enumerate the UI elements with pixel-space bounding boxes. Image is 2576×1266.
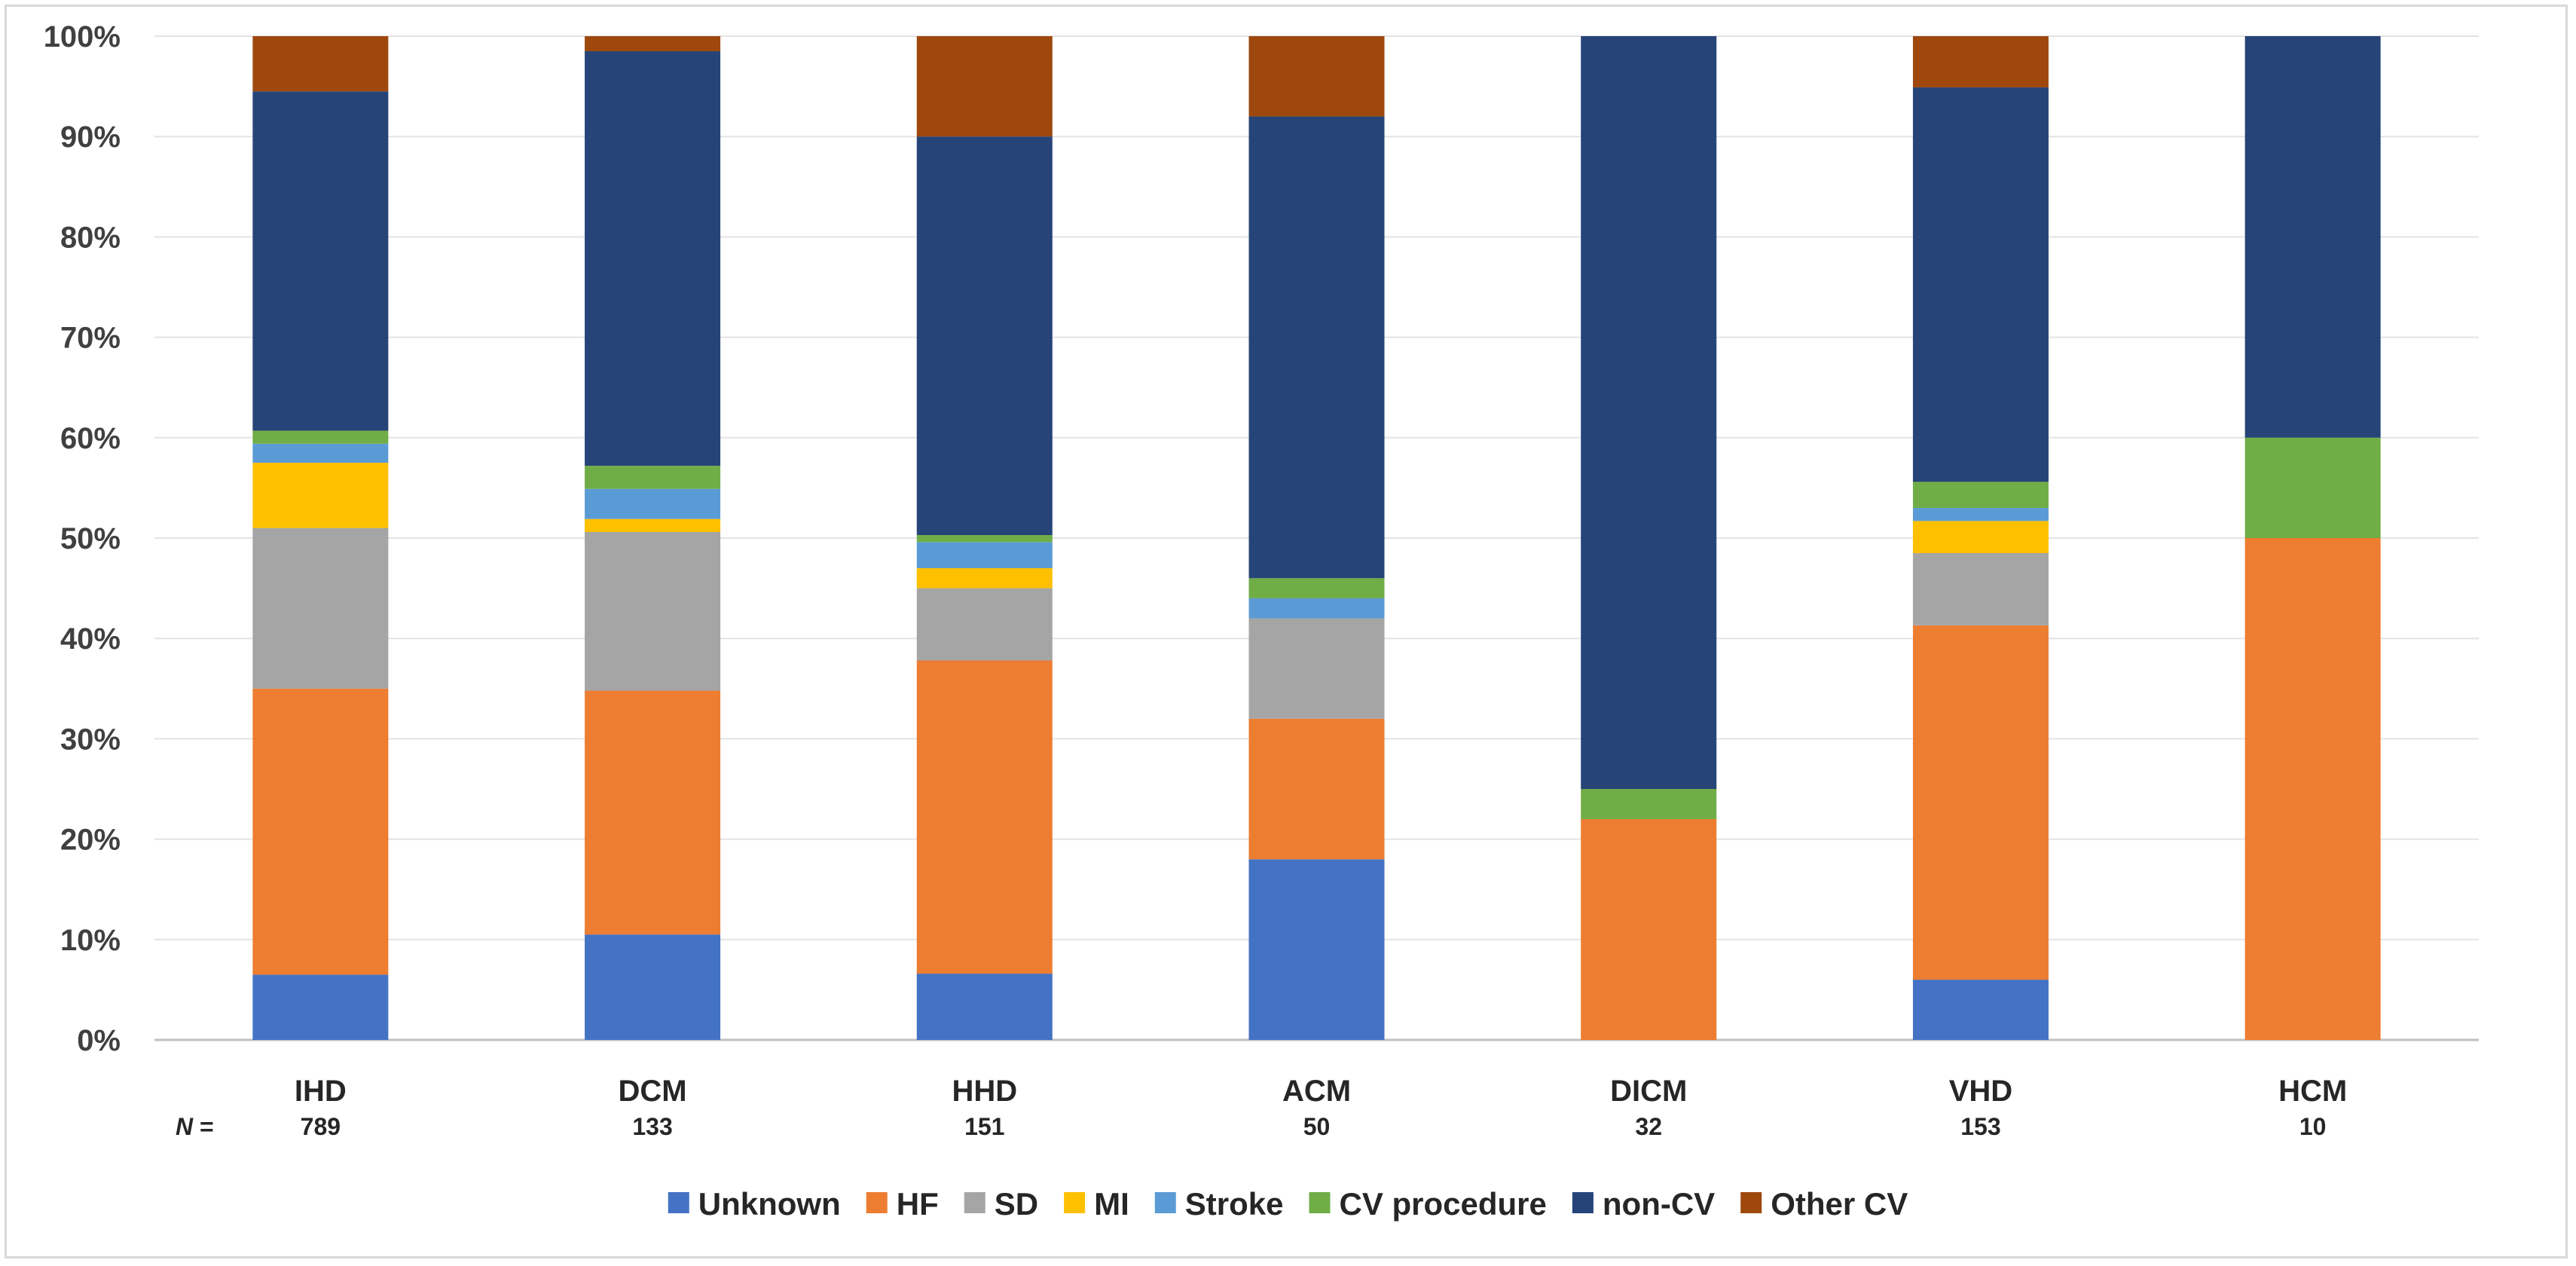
y-tick-label: 100% <box>44 20 121 54</box>
y-tick-label: 60% <box>60 422 121 455</box>
bar-acm-other-cv <box>1248 36 1385 117</box>
bar-hhd-stroke <box>916 542 1053 568</box>
bar-acm-sd <box>1248 618 1385 719</box>
bar-dcm-hf <box>585 690 721 935</box>
legend-swatch-hf <box>866 1192 888 1213</box>
x-axis: N = IHD 789 DCM 133 HHD 151 ACM 50 DICM 32 VHD 153 H… <box>176 1075 2347 1140</box>
y-tick-label: 90% <box>60 121 121 154</box>
legend-label-non-cv: non-CV <box>1603 1186 1715 1222</box>
bar-ihd-hf <box>252 688 389 975</box>
x-tick-label-hhd: HHD <box>952 1075 1017 1108</box>
legend-swatch-mi <box>1064 1192 1086 1213</box>
bar-acm-hf <box>1248 718 1385 860</box>
bar-ihd-non-cv <box>252 91 389 431</box>
legend-swatch-stroke <box>1154 1192 1176 1213</box>
legend-label-mi: MI <box>1094 1186 1129 1222</box>
bar-dicm-non-cv <box>1581 36 1717 789</box>
n-label: N = <box>176 1113 214 1140</box>
x-tick-label-hcm: HCM <box>2278 1075 2347 1108</box>
y-tick-label: 10% <box>60 924 121 957</box>
bar-hhd-unknown <box>916 974 1053 1040</box>
bar-hhd-mi <box>916 567 1053 589</box>
bar-acm-cv-procedure <box>1248 578 1385 598</box>
y-tick-label: 70% <box>60 322 121 355</box>
y-axis: 0% 10% 20% 30% 40% 50% 60% 70% 80% 90% 100% <box>44 20 121 1057</box>
legend-label-hf: HF <box>897 1186 939 1222</box>
bar-hhd-other-cv <box>916 36 1053 137</box>
bar-dcm-non-cv <box>585 50 721 466</box>
n-value-dcm: 133 <box>632 1113 672 1140</box>
bar-acm-unknown <box>1248 859 1385 1040</box>
bar-vhd-hf <box>1912 625 2049 980</box>
bar-dcm-other-cv <box>585 36 721 51</box>
bar-dcm-cv-procedure <box>585 466 721 489</box>
x-tick-label-dicm: DICM <box>1610 1075 1687 1108</box>
legend-label-other-cv: Other CV <box>1771 1186 1908 1222</box>
bar-ihd-unknown <box>252 974 389 1040</box>
bar-hcm-hf <box>2244 538 2381 1040</box>
bar-ihd-other-cv <box>252 36 389 92</box>
bar-hhd-sd <box>916 588 1053 661</box>
legend-swatch-non-cv <box>1572 1192 1594 1213</box>
legend-label-unknown: Unknown <box>698 1186 841 1222</box>
bar-dicm-hf <box>1581 818 1717 1040</box>
bar-ihd-stroke <box>252 443 389 463</box>
legend-swatch-unknown <box>668 1192 689 1213</box>
n-label-equals: = <box>193 1113 214 1140</box>
x-tick-label-vhd: VHD <box>1949 1075 2012 1108</box>
bar-acm-non-cv <box>1248 116 1385 579</box>
n-value-vhd: 153 <box>1960 1113 2000 1140</box>
n-value-hcm: 10 <box>2299 1113 2327 1140</box>
n-value-acm: 50 <box>1303 1113 1331 1140</box>
bar-vhd-non-cv <box>1912 87 2049 482</box>
n-value-ihd: 789 <box>301 1113 341 1140</box>
legend-label-cv-procedure: CV procedure <box>1339 1186 1546 1222</box>
bar-hhd-non-cv <box>916 136 1053 536</box>
legend-label-stroke: Stroke <box>1185 1186 1284 1222</box>
y-tick-label: 40% <box>60 622 121 656</box>
bar-dicm-cv-procedure <box>1581 789 1717 819</box>
bar-vhd-cv-procedure <box>1912 482 2049 509</box>
bar-ihd-mi <box>252 463 389 528</box>
legend: Unknown HF SD MI Stroke CV procedure non-CV Oth… <box>668 1186 1908 1222</box>
n-value-hhd: 151 <box>964 1113 1004 1140</box>
bar-vhd-mi <box>1912 521 2049 553</box>
n-value-dicm: 32 <box>1635 1113 1662 1140</box>
bar-acm-stroke <box>1248 598 1385 619</box>
y-tick-label: 30% <box>60 723 121 756</box>
bar-vhd-stroke <box>1912 508 2049 521</box>
legend-swatch-sd <box>964 1192 985 1213</box>
x-tick-label-ihd: IHD <box>295 1075 347 1108</box>
bar-vhd-sd <box>1912 552 2049 625</box>
bar-hcm-non-cv <box>2244 36 2381 438</box>
chart-frame <box>5 5 2568 1258</box>
bar-hcm-cv-procedure <box>2244 437 2381 538</box>
bar-vhd-other-cv <box>1912 36 2049 87</box>
y-tick-label: 80% <box>60 221 121 254</box>
bar-ihd-cv-procedure <box>252 430 389 444</box>
n-label-letter: N <box>176 1113 194 1140</box>
bar-hhd-hf <box>916 660 1053 974</box>
bar-dcm-mi <box>585 518 721 533</box>
legend-label-sd: SD <box>995 1186 1038 1222</box>
legend-swatch-other-cv <box>1740 1192 1762 1213</box>
legend-swatch-cv-procedure <box>1309 1192 1331 1213</box>
bar-vhd-unknown <box>1912 980 2049 1040</box>
bar-dcm-unknown <box>585 934 721 1040</box>
y-tick-label: 0% <box>77 1024 121 1057</box>
x-tick-label-dcm: DCM <box>619 1075 687 1108</box>
bar-dcm-stroke <box>585 488 721 519</box>
bar-dcm-sd <box>585 532 721 691</box>
bar-ihd-sd <box>252 528 389 689</box>
bar-hhd-cv-procedure <box>916 535 1053 543</box>
bars <box>252 36 2381 1040</box>
y-tick-label: 50% <box>60 522 121 555</box>
x-tick-label-acm: ACM <box>1282 1075 1351 1108</box>
y-tick-label: 20% <box>60 824 121 857</box>
